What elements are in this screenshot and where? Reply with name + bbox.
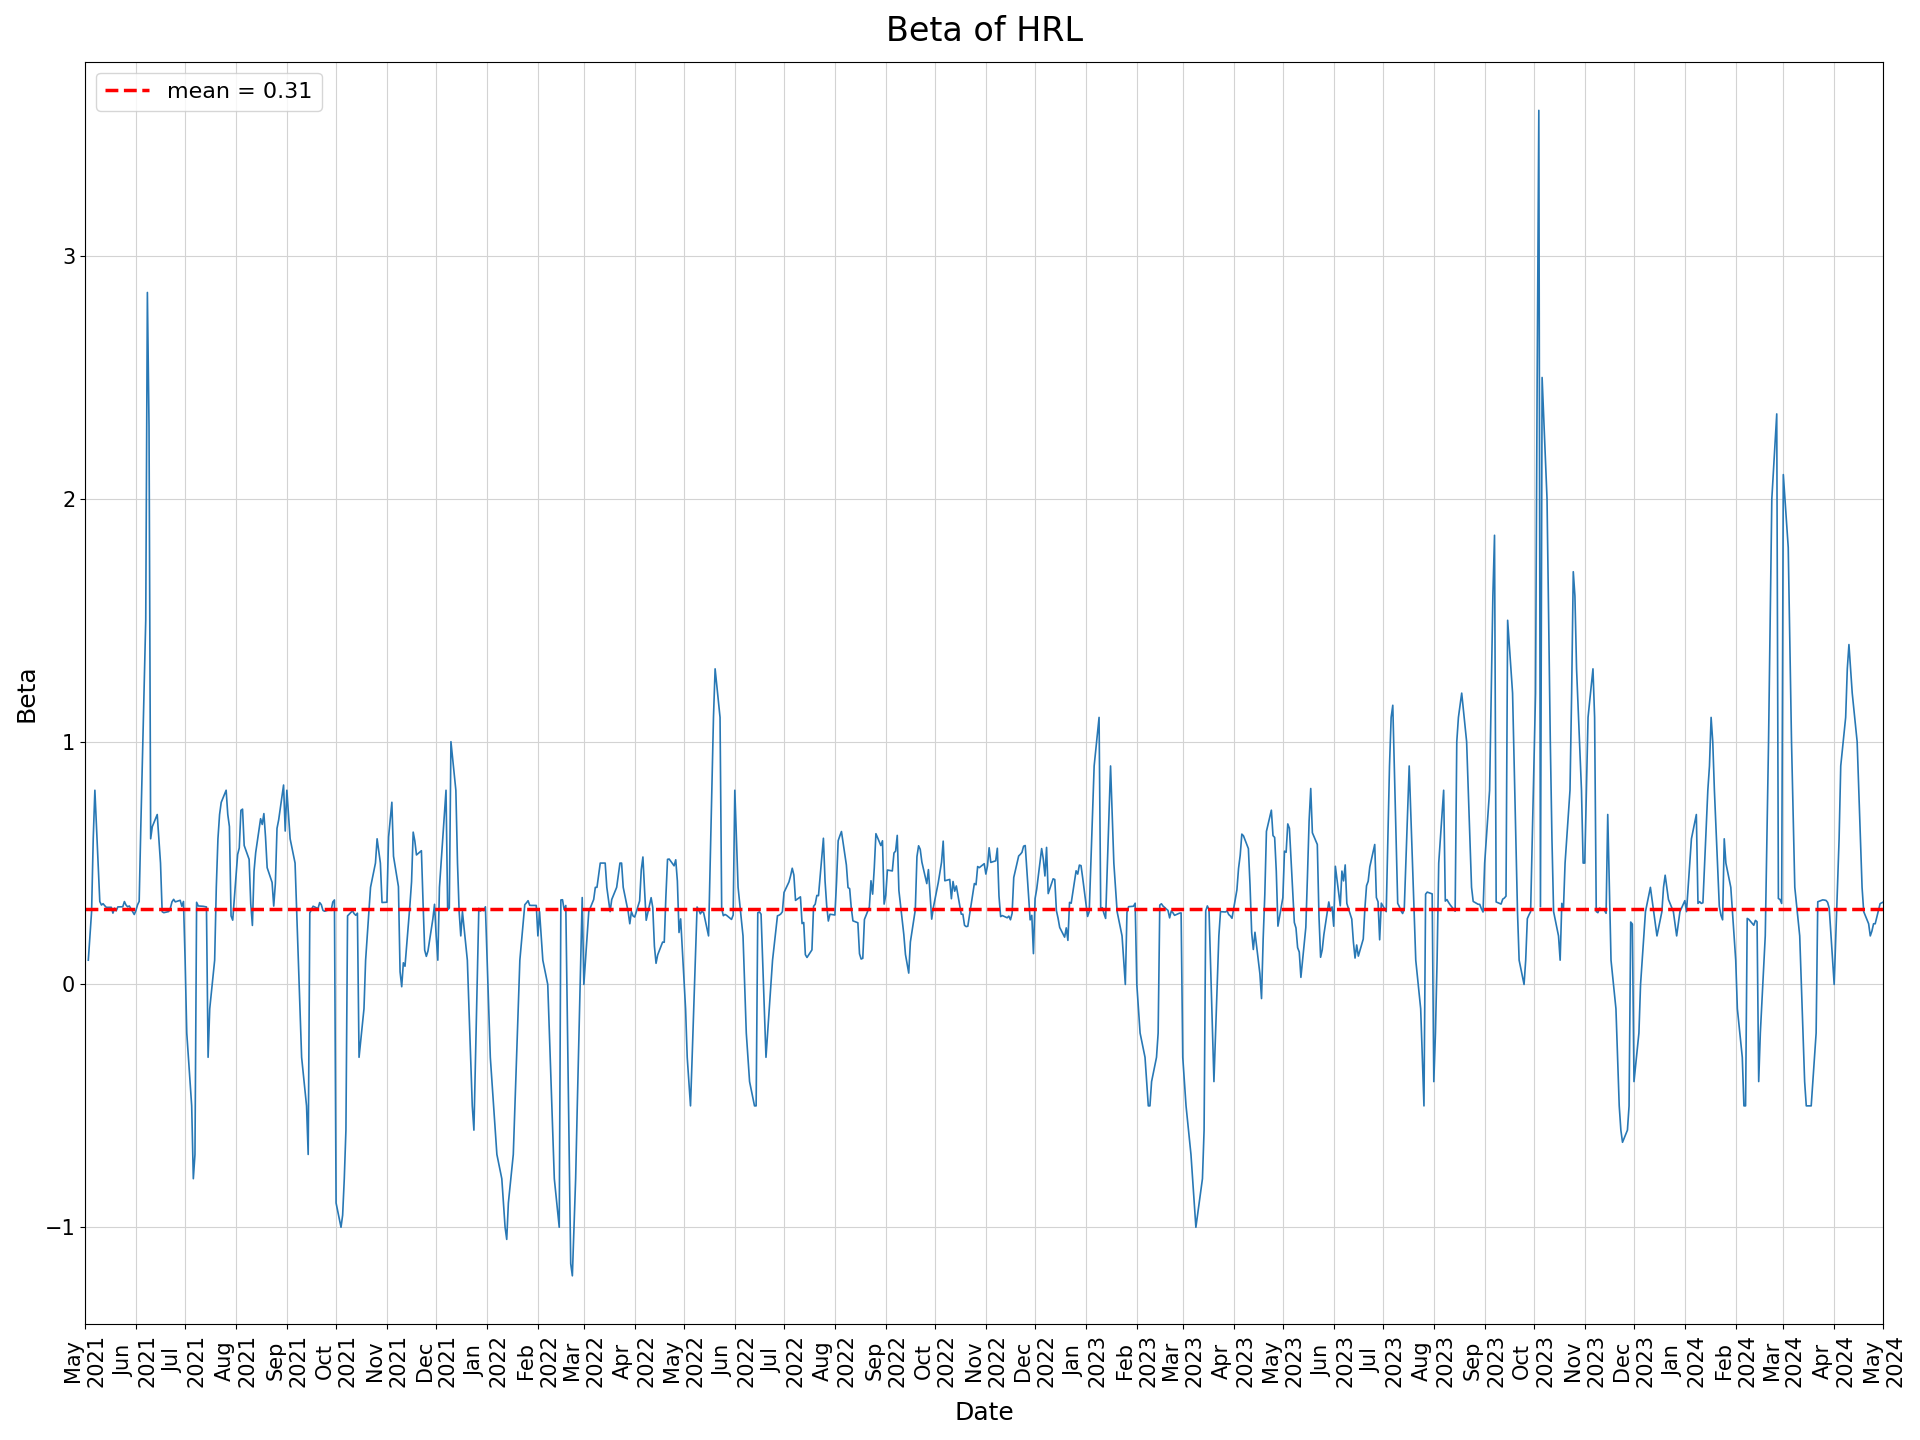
Title: Beta of HRL: Beta of HRL (885, 14, 1083, 48)
Y-axis label: Beta: Beta (15, 664, 38, 721)
Legend: mean = 0.31: mean = 0.31 (96, 73, 321, 111)
X-axis label: Date: Date (954, 1401, 1014, 1426)
